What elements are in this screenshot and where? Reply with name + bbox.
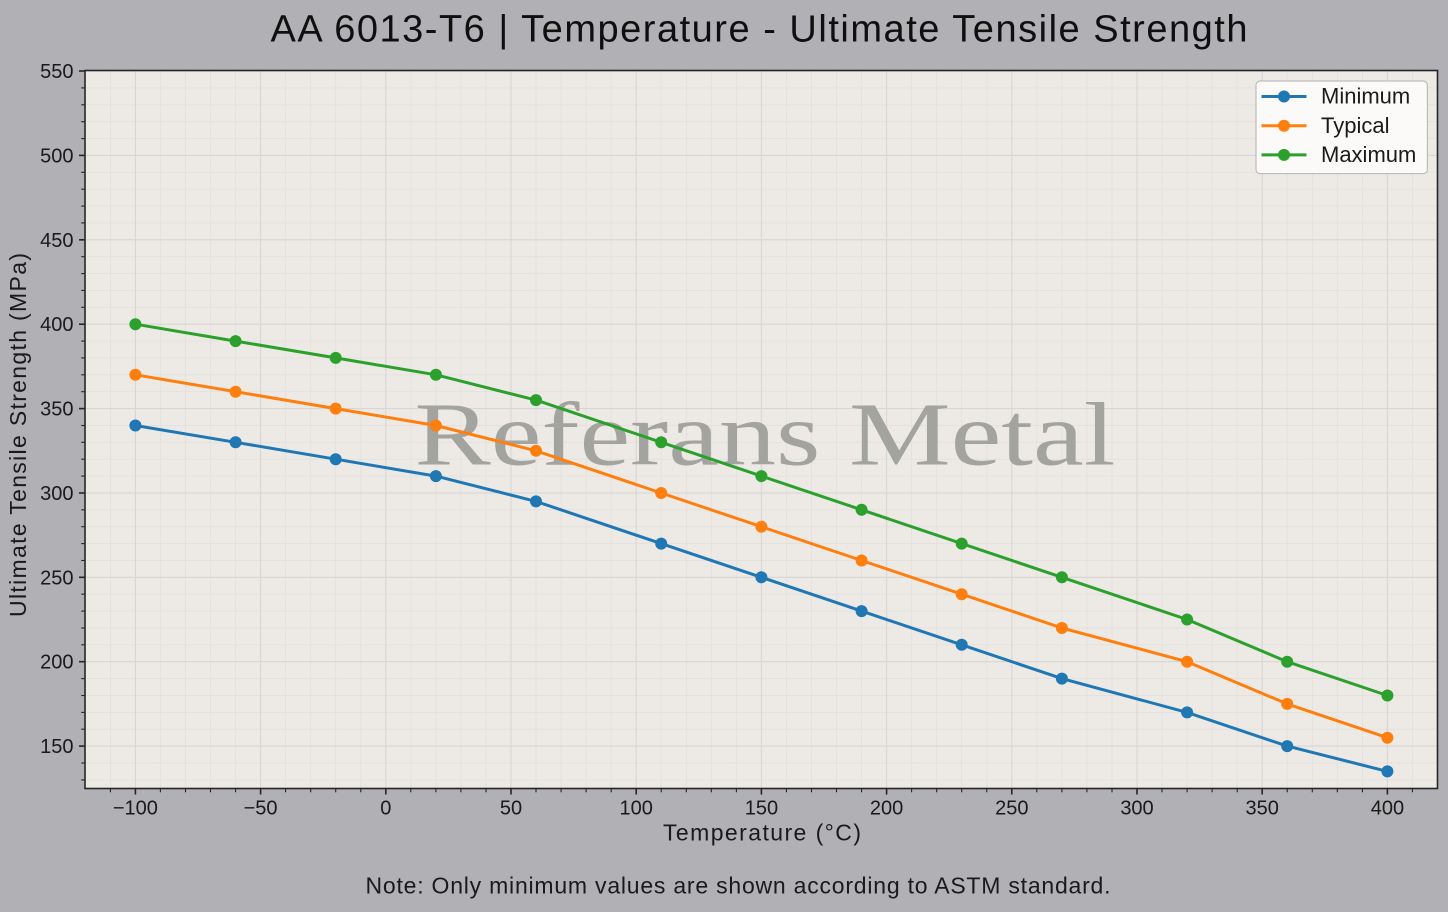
- svg-text:550: 550: [40, 61, 73, 83]
- svg-text:350: 350: [1246, 798, 1279, 820]
- svg-text:100: 100: [620, 798, 653, 820]
- svg-text:450: 450: [40, 230, 73, 252]
- svg-text:Typical: Typical: [1321, 113, 1389, 138]
- svg-text:200: 200: [40, 652, 73, 674]
- svg-text:400: 400: [40, 314, 73, 336]
- svg-text:Note: Only minimum values are: Note: Only minimum values are shown acco…: [366, 873, 1111, 899]
- svg-text:500: 500: [40, 145, 73, 167]
- svg-text:−100: −100: [113, 798, 158, 820]
- svg-text:Minimum: Minimum: [1321, 84, 1410, 109]
- svg-text:0: 0: [380, 798, 391, 820]
- svg-text:250: 250: [40, 567, 73, 589]
- svg-text:250: 250: [995, 798, 1028, 820]
- svg-text:Referans Metal: Referans Metal: [415, 386, 1116, 485]
- svg-text:300: 300: [1120, 798, 1153, 820]
- svg-text:Temperature (°C): Temperature (°C): [663, 820, 861, 846]
- svg-text:50: 50: [500, 798, 522, 820]
- svg-text:150: 150: [745, 798, 778, 820]
- svg-text:200: 200: [870, 798, 903, 820]
- svg-text:350: 350: [40, 399, 73, 421]
- svg-text:Maximum: Maximum: [1321, 142, 1416, 167]
- svg-text:300: 300: [40, 483, 73, 505]
- svg-text:150: 150: [40, 736, 73, 758]
- svg-text:AA 6013-T6 | Temperature - Ult: AA 6013-T6 | Temperature - Ultimate Tens…: [271, 9, 1248, 51]
- svg-text:−50: −50: [244, 798, 278, 820]
- svg-text:400: 400: [1371, 798, 1404, 820]
